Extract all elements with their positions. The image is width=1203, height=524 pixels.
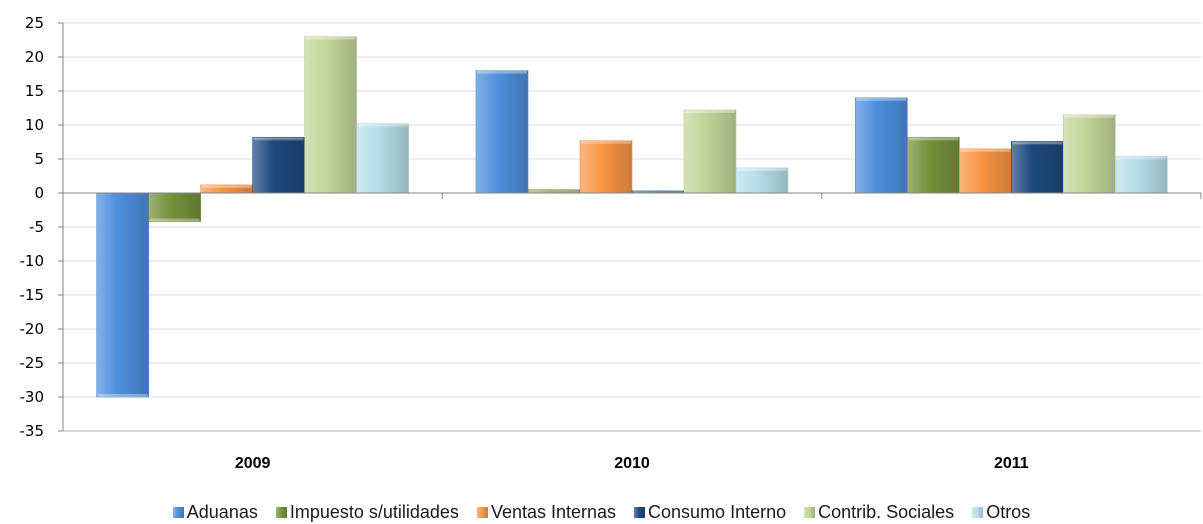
bar-highlight <box>685 110 735 114</box>
legend-label: Contrib. Sociales <box>818 501 955 522</box>
x-category-label: 2010 <box>614 455 650 472</box>
y-tick-label: -30 <box>20 388 45 406</box>
y-tick-label: 15 <box>25 82 44 100</box>
y-tick-label: 25 <box>25 14 44 32</box>
y-tick-label: 20 <box>25 48 44 66</box>
bar-highlight <box>633 190 683 193</box>
legend-item: Consumo Interno <box>634 502 786 523</box>
legend-label: Ventas Internas <box>490 501 617 522</box>
x-category-label: 2011 <box>994 455 1029 472</box>
legend-swatch <box>804 506 816 518</box>
bar-highlight <box>1012 141 1063 145</box>
legend-swatch <box>275 506 287 518</box>
bar-highlight <box>305 36 356 40</box>
bar-highlight <box>1064 114 1115 118</box>
legend-label: Consumo Interno <box>648 501 787 522</box>
bar <box>855 97 908 194</box>
y-tick-label: 0 <box>34 184 44 202</box>
y-tick-label: -5 <box>29 218 44 236</box>
legend-label: Impuesto s/utilidades <box>289 501 459 522</box>
bar-highlight <box>97 394 148 397</box>
y-tick-label: -25 <box>20 354 45 372</box>
legend-item: Ventas Internas <box>476 501 617 523</box>
legend-swatch <box>634 506 646 518</box>
legend-item: Contrib. Sociales <box>804 502 954 523</box>
y-tick-label: -35 <box>20 422 45 440</box>
bar <box>1115 155 1168 194</box>
legend-item: Aduanas <box>172 501 258 523</box>
bar <box>907 136 960 194</box>
bar <box>475 70 529 194</box>
bar <box>148 192 201 222</box>
bar-highlight <box>529 189 579 193</box>
bar <box>96 192 149 398</box>
bar <box>356 123 409 194</box>
legend-item: Otros <box>972 502 1030 523</box>
bar-highlight <box>201 184 252 188</box>
y-tick-label: -20 <box>20 320 45 338</box>
bar-highlight <box>856 97 907 101</box>
bar <box>683 109 737 194</box>
bar-highlight <box>357 123 408 127</box>
y-tick-label: 10 <box>25 116 44 134</box>
x-category-label: 2009 <box>235 455 271 472</box>
bar <box>579 140 633 194</box>
legend-item: Impuesto s/utilidades <box>275 501 459 523</box>
legend-swatch <box>476 506 488 518</box>
bars <box>96 36 1168 398</box>
y-axis-ticks: 25 20 15 10 5 0 -5 -10 -15 -20 -25 -30 -35 <box>20 14 63 440</box>
bar <box>252 136 305 194</box>
legend-swatch <box>972 506 984 518</box>
bar-highlight <box>477 70 527 74</box>
bar <box>304 36 357 194</box>
gridlines <box>63 22 1201 432</box>
y-tick-label: 5 <box>34 150 44 168</box>
bar <box>1063 114 1116 194</box>
legend-swatch <box>172 506 184 518</box>
bar-highlight <box>908 137 959 141</box>
bar-highlight <box>581 140 631 144</box>
bar <box>735 167 789 194</box>
bar-highlight <box>253 137 304 141</box>
legend-label: Aduanas <box>186 501 258 522</box>
legend: Aduanas Impuesto s/utilidades Ventas Inter… <box>0 500 1203 524</box>
bar-highlight <box>1116 156 1167 160</box>
bar <box>1011 141 1064 194</box>
y-tick-label: -15 <box>20 286 45 304</box>
bar <box>959 148 1012 194</box>
bar-highlight <box>960 148 1011 152</box>
category-labels: 2009 2010 2011 <box>235 455 1029 472</box>
axes <box>62 23 1202 432</box>
bar-highlight <box>737 167 787 171</box>
legend-label: Otros <box>986 501 1031 522</box>
bar-highlight <box>149 218 200 222</box>
y-tick-label: -10 <box>20 252 45 270</box>
